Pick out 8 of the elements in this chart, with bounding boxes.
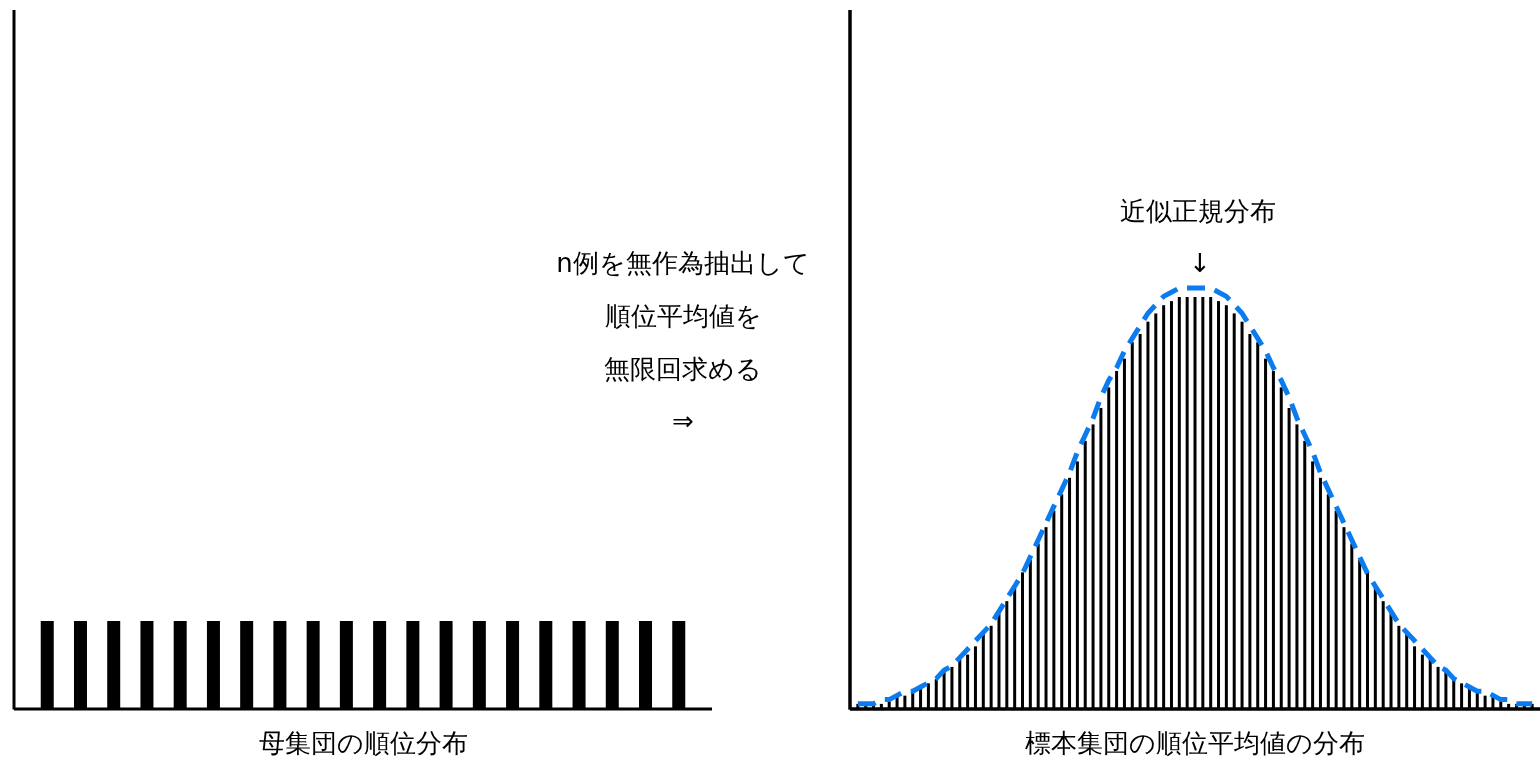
- x-axis-title: 標本集団の順位平均値の分布: [1025, 728, 1365, 758]
- text: 無限回求める: [604, 354, 762, 384]
- text: ⇒: [672, 406, 694, 436]
- text: 順位平均値を: [604, 301, 762, 331]
- x-axis-title: 母集団の順位分布: [258, 728, 468, 758]
- text: 近似正規分布: [1120, 196, 1276, 226]
- text: n例を無作為抽出して: [556, 248, 810, 278]
- text: ↓: [1189, 248, 1211, 278]
